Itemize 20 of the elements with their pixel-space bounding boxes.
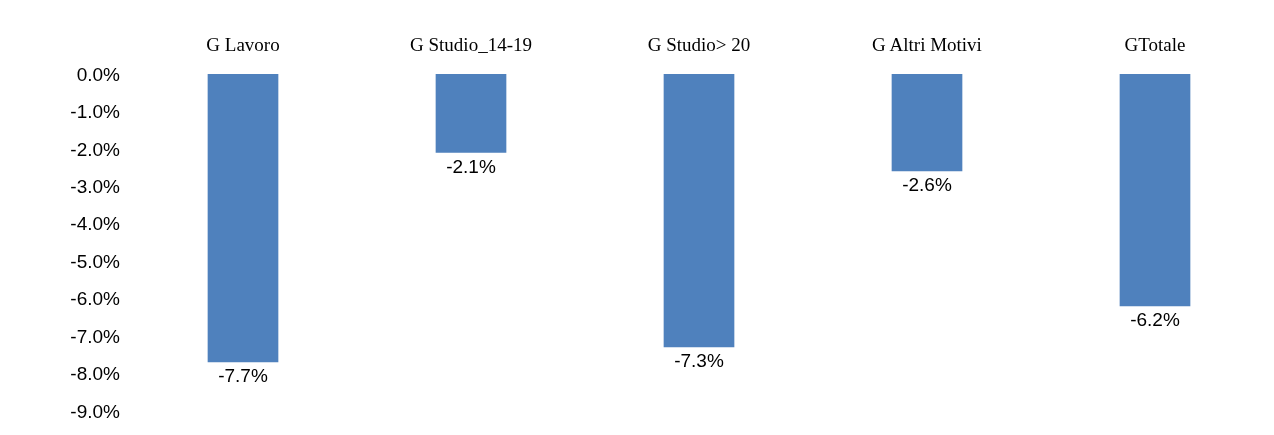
y-tick-label: 0.0%	[76, 63, 121, 85]
x-tick-label: G Studio> 20	[647, 34, 751, 56]
y-tick-label: -7.0%	[70, 325, 121, 347]
data-label: -6.2%	[1130, 309, 1180, 331]
data-label: -7.7%	[218, 365, 268, 387]
y-tick-label: -3.0%	[70, 175, 121, 197]
x-tick-label: G Lavoro	[206, 34, 280, 56]
x-tick-label: G Studio_14-19	[410, 34, 532, 56]
y-tick-label: -8.0%	[70, 363, 121, 385]
y-tick-label: -2.0%	[70, 138, 121, 160]
y-tick-label: -6.0%	[70, 288, 121, 310]
data-label: -2.6%	[902, 174, 952, 196]
x-tick-label: G Altri Motivi	[872, 34, 982, 56]
y-tick-label: -5.0%	[70, 250, 121, 272]
y-tick-label: -1.0%	[70, 101, 121, 123]
y-tick-label: -9.0%	[70, 400, 121, 422]
data-label: -7.3%	[674, 350, 724, 372]
data-label: -2.1%	[446, 155, 496, 177]
x-tick-label: GTotale	[1124, 34, 1186, 56]
y-tick-label: -4.0%	[70, 213, 121, 235]
